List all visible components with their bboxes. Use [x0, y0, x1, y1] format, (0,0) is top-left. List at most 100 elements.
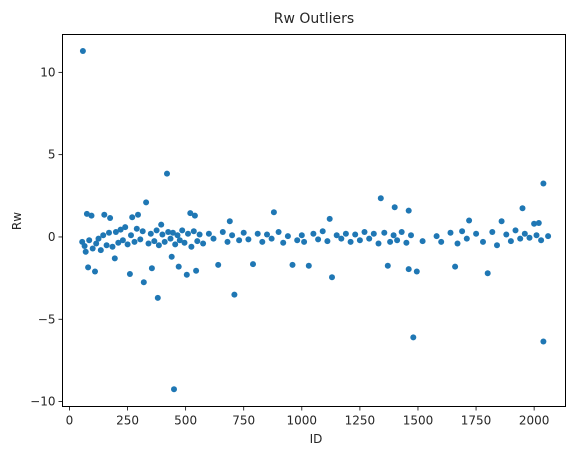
- data-point: [352, 231, 359, 238]
- data-point: [289, 261, 296, 268]
- data-point: [452, 263, 459, 270]
- data-point: [122, 224, 129, 231]
- data-point: [498, 218, 505, 225]
- data-point: [154, 294, 161, 301]
- data-point: [194, 238, 201, 245]
- data-point: [473, 230, 480, 237]
- data-point: [164, 170, 170, 177]
- data-point: [361, 229, 368, 235]
- data-point: [438, 238, 445, 245]
- data-point: [219, 229, 226, 235]
- chart-title: Rw Outliers: [274, 11, 354, 27]
- data-point: [107, 215, 114, 221]
- data-point: [333, 232, 340, 239]
- x-axis-label: ID: [310, 432, 323, 446]
- data-point: [342, 230, 349, 237]
- data-point: [205, 230, 212, 237]
- y-tick-label: 5: [48, 148, 56, 162]
- y-tick-label: −10: [30, 395, 55, 409]
- data-point: [315, 236, 322, 243]
- data-point: [338, 235, 345, 242]
- data-point: [153, 227, 160, 234]
- data-point: [137, 236, 144, 243]
- data-point: [131, 238, 138, 245]
- data-point: [245, 236, 252, 243]
- data-point: [284, 233, 291, 240]
- data-point: [109, 243, 116, 250]
- y-tick-label: 0: [48, 230, 56, 244]
- data-point: [480, 238, 486, 245]
- data-point: [347, 238, 354, 245]
- data-point: [145, 240, 152, 247]
- data-point: [215, 261, 222, 268]
- data-point: [370, 230, 377, 237]
- data-point: [148, 265, 155, 272]
- data-point: [264, 231, 270, 238]
- data-point: [387, 238, 394, 245]
- data-point: [405, 266, 412, 273]
- data-point: [139, 228, 146, 235]
- data-point: [405, 207, 412, 214]
- data-point: [268, 235, 275, 242]
- data-point: [521, 230, 528, 237]
- data-point: [129, 214, 136, 221]
- y-axis: −10 −5 0 5 10: [30, 65, 63, 409]
- data-point: [224, 238, 231, 245]
- data-point: [419, 238, 426, 245]
- data-point: [531, 220, 538, 227]
- data-point: [155, 242, 162, 249]
- data-point: [167, 235, 174, 242]
- data-point: [88, 212, 95, 219]
- data-point: [254, 230, 261, 237]
- data-point: [301, 238, 308, 245]
- data-point: [236, 237, 243, 244]
- data-point: [540, 338, 547, 345]
- x-tick-label: 750: [232, 414, 255, 428]
- data-point: [97, 247, 104, 254]
- data-point: [196, 231, 203, 238]
- data-point: [81, 243, 88, 249]
- data-point: [133, 225, 140, 232]
- data-point: [190, 228, 197, 235]
- data-point: [433, 233, 440, 240]
- data-point: [270, 209, 277, 216]
- data-point: [95, 235, 102, 242]
- data-point: [161, 238, 168, 245]
- data-point: [83, 210, 90, 217]
- data-point: [93, 240, 100, 247]
- data-point: [112, 229, 119, 235]
- data-point: [171, 386, 177, 393]
- x-tick-label: 2000: [519, 414, 550, 428]
- x-tick-label: 1250: [345, 414, 376, 428]
- data-point: [408, 232, 414, 239]
- data-point: [394, 237, 401, 244]
- data-point: [466, 217, 473, 224]
- data-point: [413, 268, 420, 275]
- data-point: [179, 227, 186, 234]
- data-point: [275, 229, 282, 235]
- data-point: [503, 231, 510, 238]
- data-point: [377, 195, 384, 202]
- data-point: [193, 267, 200, 274]
- data-point: [540, 180, 547, 187]
- data-point: [128, 232, 134, 239]
- data-point: [176, 237, 183, 244]
- data-point: [366, 235, 373, 242]
- data-point: [200, 240, 207, 247]
- data-point: [82, 248, 89, 255]
- data-point: [126, 271, 133, 277]
- data-point: [140, 279, 147, 286]
- data-point: [240, 229, 247, 236]
- data-point: [89, 245, 96, 252]
- data-point: [545, 233, 552, 240]
- data-point: [111, 255, 118, 262]
- data-point: [489, 229, 496, 235]
- data-point: [124, 241, 131, 248]
- x-axis: 0 250 500 750 1000 1250 1500 1750 2000: [66, 406, 550, 428]
- data-point: [324, 238, 331, 245]
- data-point: [169, 229, 176, 236]
- data-point: [159, 231, 166, 238]
- data-point: [175, 263, 182, 270]
- data-point: [319, 228, 326, 235]
